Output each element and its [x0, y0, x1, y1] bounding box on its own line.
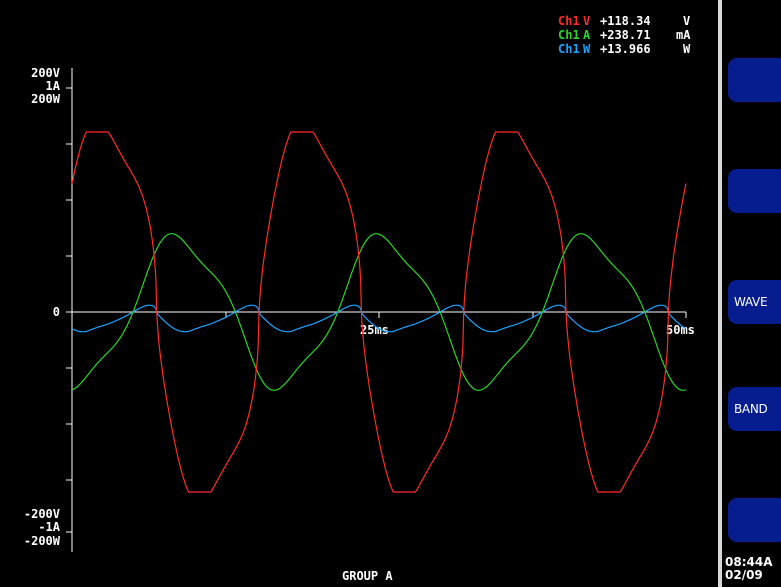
softkey-2[interactable]: [728, 169, 781, 213]
x-axis-labels: 25ms 50ms: [360, 323, 695, 337]
y-top-current-label: 1A: [46, 79, 61, 93]
readout-power-channel: Ch1: [558, 42, 580, 56]
clock-date: 02/09: [725, 568, 763, 582]
clock-time: 08:44A: [725, 555, 773, 569]
x-label-50ms: 50ms: [666, 323, 695, 337]
readout-current-channel: Ch1: [558, 28, 580, 42]
softkey-1[interactable]: [728, 58, 781, 102]
band-softkey[interactable]: BAND: [728, 387, 781, 431]
wave-softkey[interactable]: WAVE: [728, 280, 781, 324]
y-bottom-current-label: -1A: [38, 520, 60, 534]
group-label: GROUP A: [342, 569, 393, 583]
y-bottom-power-label: -200W: [24, 534, 61, 548]
readout-voltage-symbol: V: [583, 14, 590, 28]
readout-voltage-channel: Ch1: [558, 14, 580, 28]
readout-voltage-value: +118.34: [600, 14, 651, 28]
readout-voltage-unit: V: [683, 14, 690, 28]
panel-divider: [718, 0, 722, 587]
current-waveform: [71, 233, 687, 391]
measurement-readouts: Ch1 V +118.34 V Ch1 A +238.71 mA Ch1 W +…: [558, 14, 691, 56]
readout-power-unit: W: [683, 42, 691, 56]
waveform-display: Ch1 V +118.34 V Ch1 A +238.71 mA Ch1 W +…: [23, 14, 695, 583]
y-bottom-voltage-label: -200V: [24, 507, 60, 521]
readout-power-symbol: W: [583, 42, 591, 56]
voltage-waveform: [71, 131, 687, 493]
waveform-plot: Ch1 V +118.34 V Ch1 A +238.71 mA Ch1 W +…: [24, 14, 695, 583]
readout-current-unit: mA: [676, 28, 691, 42]
x-label-25ms: 25ms: [360, 323, 389, 337]
y-zero-label: 0: [53, 305, 60, 319]
y-top-power-label: 200W: [31, 92, 61, 106]
y-axis-labels: 200V 1A 200W 0 -200V -1A -200W: [24, 66, 61, 548]
readout-power-value: +13.966: [600, 42, 651, 56]
softkey-5[interactable]: [728, 498, 781, 542]
axes: [66, 68, 687, 552]
softkey-panel: WAVE BAND 08:44A 02/09: [722, 0, 781, 587]
readout-current-value: +238.71: [600, 28, 651, 42]
readout-current-symbol: A: [583, 28, 591, 42]
power-waveform: [71, 304, 687, 333]
y-top-voltage-label: 200V: [31, 66, 60, 80]
